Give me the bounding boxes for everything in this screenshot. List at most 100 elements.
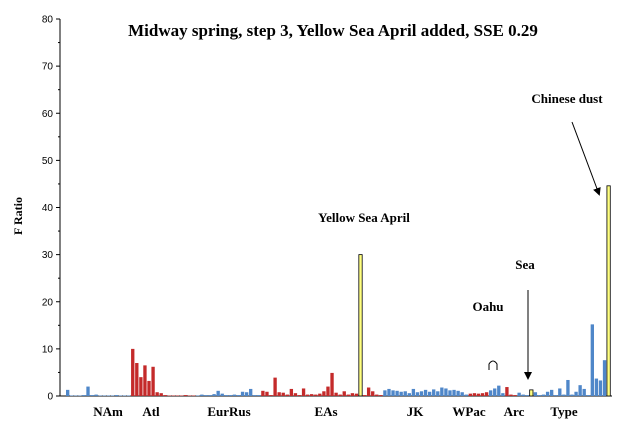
bar-blue <box>110 395 115 397</box>
bar-red <box>346 394 350 396</box>
bar-blue <box>236 395 241 396</box>
bar-blue <box>200 394 204 396</box>
y-tick-label: 50 <box>42 156 54 167</box>
bar-red <box>379 395 383 396</box>
bar-red <box>326 386 330 396</box>
bar-blue <box>452 389 456 396</box>
group-label-arc: Arc <box>504 404 525 419</box>
bar-blue <box>383 390 387 396</box>
group-label-eurrus: EurRus <box>207 404 250 419</box>
bar-blue <box>460 392 464 396</box>
bar-red <box>261 390 265 396</box>
bar-blue <box>102 395 106 397</box>
bar-blue <box>493 388 497 396</box>
bar-red <box>285 394 289 396</box>
bar-blue <box>94 394 98 396</box>
bar-red <box>472 393 477 396</box>
y-tick-label: 0 <box>47 392 53 403</box>
bar-blue <box>78 395 82 397</box>
bar-red <box>163 395 167 396</box>
bar-blue <box>537 395 542 396</box>
bar-blue <box>98 395 102 397</box>
bar-blue <box>598 380 603 396</box>
group-label-nam: NAm <box>93 404 123 419</box>
bar-blue <box>488 390 493 396</box>
bar-red <box>135 363 139 396</box>
bar-red <box>468 393 472 396</box>
oahu-bracket <box>488 360 498 370</box>
group-label-jk: JK <box>407 404 425 419</box>
bar-blue <box>253 395 257 396</box>
bar-blue <box>90 395 94 396</box>
bar-blue <box>224 395 228 396</box>
bar-blue <box>436 391 440 396</box>
group-label-type: Type <box>550 404 577 419</box>
bar-yellow <box>529 389 534 397</box>
bar-blue <box>566 379 570 396</box>
bar-red <box>167 395 172 397</box>
bar-blue <box>419 391 424 396</box>
bar-red <box>318 393 322 396</box>
bar-blue <box>582 388 586 396</box>
bar-red <box>513 395 517 396</box>
bar-blue <box>411 388 416 396</box>
bar-blue <box>118 395 123 397</box>
bar-red <box>159 393 163 396</box>
bar-blue <box>82 395 86 396</box>
bar-red <box>310 394 314 396</box>
bar-blue <box>403 391 407 396</box>
y-tick-label: 20 <box>42 297 54 308</box>
bar-blue <box>570 394 574 396</box>
bar-red <box>305 394 310 396</box>
bar-blue <box>208 395 212 396</box>
bar-blue <box>70 395 74 397</box>
bar-blue <box>464 394 468 396</box>
bar-red <box>175 395 180 397</box>
bar-blue <box>440 387 444 396</box>
bar-blue <box>456 390 460 396</box>
bar-red <box>147 380 151 396</box>
bar-blue <box>196 395 200 397</box>
bar-blue <box>602 360 607 396</box>
bar-blue <box>395 390 399 396</box>
bar-blue <box>249 388 253 396</box>
bar-blue <box>578 385 582 396</box>
group-label-atl: Atl <box>142 404 160 419</box>
bar-red <box>371 391 375 396</box>
bar-blue <box>501 393 505 396</box>
y-tick-label: 30 <box>42 250 54 261</box>
bar-red <box>334 392 338 396</box>
bar-red <box>139 377 143 396</box>
group-label-wpac: WPac <box>452 404 485 419</box>
bar-blue <box>66 389 70 396</box>
bar-red <box>314 394 318 396</box>
bar-red <box>338 394 342 396</box>
bar-blue <box>541 394 546 396</box>
bar-red <box>476 393 481 396</box>
annotation-sea: Sea <box>515 257 535 272</box>
bar-red <box>171 395 176 397</box>
bar-red <box>505 387 509 396</box>
bar-red <box>273 377 277 396</box>
y-axis-label: F Ratio <box>11 197 25 235</box>
chart-title: Midway spring, step 3, Yellow Sea April … <box>128 21 538 40</box>
bar-blue <box>590 324 594 396</box>
bar-red <box>354 393 359 396</box>
bar-red <box>155 392 159 396</box>
bar-blue <box>74 395 78 397</box>
bar-red <box>269 395 273 396</box>
bar-blue <box>244 392 249 396</box>
bar-blue <box>240 391 245 396</box>
bar-blue <box>549 389 554 396</box>
bar-red <box>151 366 155 396</box>
y-tick-label: 40 <box>42 203 54 214</box>
bar-red <box>484 392 489 396</box>
group-labels: NAm Atl EurRus EAs JK WPac Arc Type <box>93 404 578 419</box>
bar-blue <box>387 388 391 396</box>
annotation-oahu: Oahu <box>472 299 503 314</box>
bar-red <box>143 365 147 396</box>
bar-red <box>188 395 192 397</box>
bar-blue <box>415 392 420 396</box>
bar-blue <box>497 385 501 396</box>
